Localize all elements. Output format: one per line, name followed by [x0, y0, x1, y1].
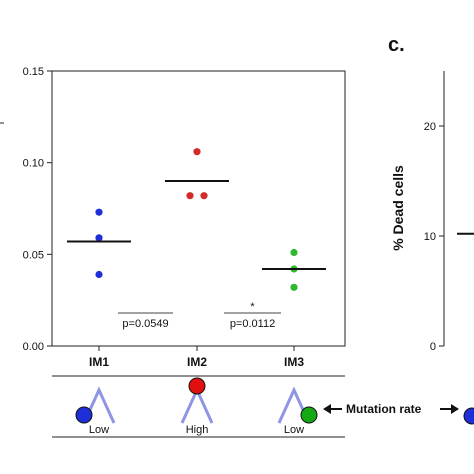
left-y-axis: 0.00 0.05 0.10 0.15: [23, 66, 52, 353]
left-plot-frame: [51, 70, 346, 347]
mutation-level-label: Low: [284, 424, 304, 436]
right-y-axis-label: % Dead cells: [390, 165, 406, 251]
right-y-tick-label: 0: [430, 341, 436, 353]
left-panel: 0.000.050.100.15 IM1 IM2 IM3 p=0.0549 p=0.0…: [23, 66, 346, 369]
y-tick-label: 0.10: [23, 158, 44, 170]
p-value-label: p=0.0549: [122, 318, 168, 330]
mutation-circle: [75, 406, 93, 424]
y-tick-label: 0.15: [23, 66, 44, 78]
x-tick-label-im3: IM3: [284, 355, 304, 369]
schematic: Low High Low Mutation rate: [52, 375, 474, 438]
right-y-axis: 0 10 20: [424, 121, 444, 353]
right-y-tick-label: 10: [424, 231, 436, 243]
mutation-level-label: Low: [89, 424, 109, 436]
x-tick-label-im1: IM1: [89, 355, 109, 369]
data-point-im3: [290, 248, 298, 257]
mutation-rate-arrow: Mutation rate: [323, 402, 459, 416]
mutation-circle: [188, 377, 206, 395]
tree-branches: [180, 386, 214, 424]
mutation-level-label: High: [186, 424, 209, 436]
right-schematic-blue-circle: [463, 407, 474, 425]
schematic-item-im1: Low: [75, 386, 116, 436]
schematic-item-im3: Low: [277, 386, 318, 436]
mutation-circle: [300, 406, 318, 424]
data-point-im2: [193, 148, 201, 156]
left-median-lines: [67, 180, 326, 270]
mutation-rate-label: Mutation rate: [346, 402, 422, 416]
schematic-item-im2: High: [180, 377, 214, 436]
left-x-axis: IM1 IM2 IM3: [89, 346, 304, 369]
panel-label-c: c.: [388, 34, 405, 56]
data-point-im1: [95, 270, 103, 279]
arrow-left-head: [323, 404, 331, 414]
right-panel: c. % Dead cells 0 10 20: [388, 34, 474, 353]
x-tick-label-im2: IM2: [187, 355, 207, 369]
y-tick-label: 0.05: [23, 249, 44, 261]
p-value-label: p=0.0112: [230, 318, 275, 330]
data-point-im1: [95, 208, 103, 216]
significance-mark: *: [250, 301, 255, 313]
data-point-im3: [290, 283, 298, 291]
left-annotations: p=0.0549 p=0.0112 *: [118, 301, 281, 330]
arrow-right-head: [451, 404, 459, 414]
left-data-points: [95, 148, 298, 291]
right-y-tick-label: 20: [424, 121, 436, 133]
data-point-im2: [186, 192, 194, 200]
data-point-im2: [200, 192, 208, 200]
data-point-im1: [95, 234, 103, 242]
schematic-items: Low High Low: [75, 377, 318, 436]
y-tick-label: 0.00: [23, 341, 44, 353]
